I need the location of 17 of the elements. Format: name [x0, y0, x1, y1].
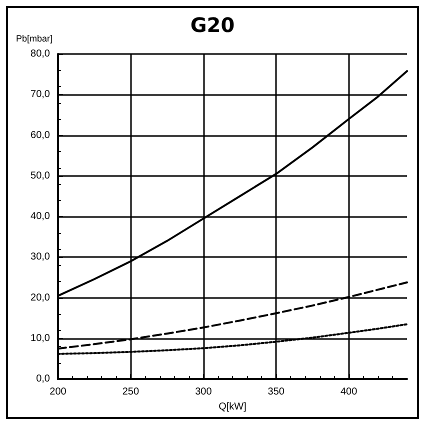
y-tick-label: 40,0: [30, 211, 50, 222]
y-axis-title: Pb[mbar]: [16, 34, 53, 44]
y-tick-label: 20,0: [30, 292, 50, 304]
y-tick-label: 60,0: [30, 130, 50, 141]
chart-title: G20: [190, 13, 235, 37]
y-tick-label: 50,0: [30, 170, 50, 182]
y-tick-label: 70,0: [30, 89, 50, 100]
x-tick-label: 250: [122, 386, 140, 398]
x-tick-label: 300: [195, 386, 212, 398]
y-tick-label: 0,0: [36, 374, 50, 385]
y-tick-label: 30,0: [30, 252, 50, 263]
x-tick-label: 350: [268, 386, 285, 398]
x-tick-label: 200: [50, 386, 67, 398]
y-tick-label: 10,0: [30, 332, 50, 344]
x-tick-label: 400: [340, 386, 358, 398]
y-tick-label: 80,0: [30, 48, 50, 60]
x-axis-title: Q[kW]: [218, 402, 247, 412]
